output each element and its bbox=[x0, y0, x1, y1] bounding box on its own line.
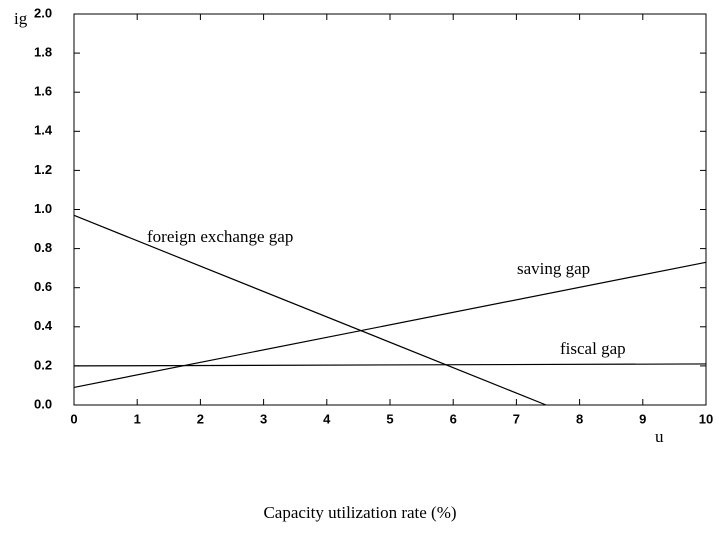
y-tick-label: 0.8 bbox=[34, 240, 52, 255]
series-line bbox=[73, 261, 707, 388]
y-tick-label: 0.4 bbox=[34, 318, 53, 333]
x-tick-label: 2 bbox=[197, 411, 204, 426]
series-line bbox=[73, 214, 547, 406]
x-axis-label: u bbox=[655, 427, 664, 446]
x-tick-label: 5 bbox=[386, 411, 393, 426]
x-tick-label: 6 bbox=[450, 411, 457, 426]
y-tick-label: 1.6 bbox=[34, 84, 52, 99]
x-tick-label: 0 bbox=[70, 411, 77, 426]
series-label: saving gap bbox=[517, 259, 590, 278]
y-tick-label: 0.2 bbox=[34, 357, 52, 372]
y-tick-label: 2.0 bbox=[34, 5, 52, 20]
x-tick-label: 10 bbox=[699, 411, 713, 426]
x-tick-label: 7 bbox=[513, 411, 520, 426]
y-tick-label: 1.8 bbox=[34, 45, 52, 60]
x-tick-label: 3 bbox=[260, 411, 267, 426]
series-label: foreign exchange gap bbox=[147, 227, 293, 246]
y-tick-label: 0.6 bbox=[34, 279, 52, 294]
x-tick-label: 1 bbox=[134, 411, 141, 426]
x-tick-label: 8 bbox=[576, 411, 583, 426]
series-label: fiscal gap bbox=[560, 339, 626, 358]
y-axis-label: ig bbox=[14, 9, 28, 28]
y-tick-label: 1.0 bbox=[34, 201, 52, 216]
x-axis-title: Capacity utilization rate (%) bbox=[263, 503, 456, 522]
x-tick-label: 9 bbox=[639, 411, 646, 426]
y-tick-label: 0.0 bbox=[34, 396, 52, 411]
y-tick-label: 1.2 bbox=[34, 162, 52, 177]
y-tick-label: 1.4 bbox=[34, 123, 53, 138]
series-line bbox=[73, 363, 707, 367]
x-tick-label: 4 bbox=[323, 411, 331, 426]
